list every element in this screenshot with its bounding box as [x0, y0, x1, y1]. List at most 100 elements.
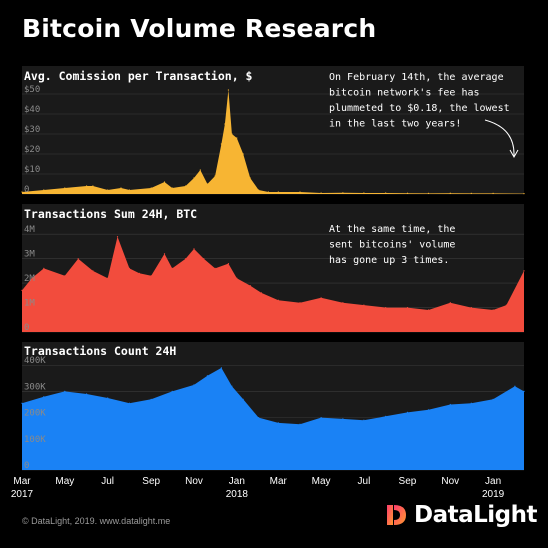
- sum-data-point: [449, 302, 451, 304]
- x-tick-label: Sep: [142, 476, 160, 487]
- sum-data-point: [128, 267, 130, 269]
- commission-annotation-line: bitcoin network's fee has: [329, 88, 480, 99]
- sum-data-point: [227, 263, 229, 265]
- sum-data-point: [163, 253, 166, 255]
- commission-data-point: [299, 191, 301, 193]
- commission-data-point: [171, 187, 173, 189]
- commission-y-tick-label: $50: [24, 85, 40, 95]
- commission-data-point: [128, 189, 130, 191]
- commission-data-point: [21, 191, 23, 193]
- commission-data-point: [185, 185, 187, 187]
- count-data-point: [385, 415, 387, 417]
- count-data-point: [171, 390, 173, 392]
- count-data-point: [107, 397, 109, 399]
- sum-data-point: [249, 285, 251, 287]
- count-data-point: [299, 423, 301, 425]
- x-tick-label: Sep: [399, 476, 417, 487]
- commission-y-tick-label: $30: [24, 125, 40, 135]
- commission-data-point: [107, 189, 109, 191]
- commission-y-tick-label: $10: [24, 165, 40, 175]
- count-data-point: [231, 385, 233, 387]
- datalight-logo-text: DataLight: [414, 502, 538, 528]
- sum-area: [22, 236, 524, 332]
- count-data-point: [470, 402, 472, 404]
- commission-data-point: [227, 89, 229, 91]
- count-data-point: [406, 411, 409, 413]
- commission-data-point: [449, 192, 451, 194]
- page-title: Bitcoin Volume Research: [22, 14, 377, 43]
- x-tick-label: May: [55, 476, 74, 487]
- sum-data-point: [406, 307, 409, 309]
- sum-data-point: [523, 270, 525, 272]
- sum-data-point: [43, 267, 45, 269]
- x-tick-year-label: 2017: [11, 489, 34, 500]
- sum-chart: 0 1M 2M 3M 4M Transactions Sum 24H, BTC: [21, 204, 525, 333]
- sum-y-tick-label: 3M: [24, 250, 35, 260]
- sum-data-point: [31, 277, 33, 279]
- commission-data-point: [199, 169, 201, 171]
- count-data-point: [21, 402, 23, 404]
- count-y-tick-label: 400K: [24, 356, 46, 366]
- sum-data-point: [92, 270, 94, 272]
- commission-data-point: [236, 137, 238, 139]
- sum-data-point: [427, 309, 430, 311]
- count-y-tick-label: 100K: [24, 435, 46, 445]
- commission-panel-background: [22, 66, 524, 194]
- sum-data-point: [77, 258, 79, 260]
- sum-y-tick-label: 1M: [24, 299, 35, 309]
- annotation-arrow: [484, 119, 515, 157]
- sum-data-point: [236, 277, 238, 279]
- sum-data-point: [363, 304, 365, 306]
- commission-data-point: [385, 192, 387, 194]
- sum-data-point: [138, 272, 140, 274]
- count-data-point: [128, 402, 130, 404]
- annotation-arrow-head: [509, 149, 519, 159]
- count-data-point: [492, 398, 494, 400]
- commission-data-point: [224, 123, 226, 125]
- count-area: [22, 367, 524, 470]
- sum-y-tick-label: 0: [24, 323, 29, 333]
- sum-data-point: [203, 258, 205, 260]
- footer-credit: © DataLight, 2019. www.datalight.me: [22, 516, 171, 526]
- sum-y-tick-label: 2M: [24, 274, 35, 284]
- sum-data-point: [21, 289, 23, 291]
- sum-data-point: [342, 302, 344, 304]
- commission-data-point: [427, 192, 430, 194]
- commission-data-point: [231, 133, 233, 135]
- sum-data-point: [214, 267, 216, 269]
- count-data-point: [193, 384, 195, 386]
- count-data-point: [150, 398, 152, 400]
- commission-annotation-line: plummeted to $0.18, the lowest: [329, 103, 510, 114]
- commission-annotation-line: in the last two years!: [329, 119, 461, 130]
- sum-data-point: [116, 236, 119, 238]
- x-tick-label: Nov: [441, 476, 459, 487]
- commission-data-point: [320, 192, 322, 194]
- x-tick-label: Jan: [229, 476, 245, 487]
- commission-data-point: [470, 192, 472, 194]
- count-data-point: [64, 390, 66, 392]
- commission-data-point: [86, 185, 88, 187]
- x-tick-label: Jan: [485, 476, 501, 487]
- sum-annotation-line: At the same time, the: [329, 224, 455, 235]
- commission-data-point: [92, 185, 94, 187]
- commission-chart: 0 $10 $20 $30 $40 $50 Avg. Comission per Trans…: [21, 66, 525, 195]
- x-tick-label: Mar: [13, 476, 31, 487]
- sum-data-point: [277, 299, 279, 301]
- datalight-logo: DataLight: [386, 502, 538, 528]
- sum-data-point: [171, 267, 173, 269]
- commission-data-point: [406, 192, 409, 194]
- commission-data-point: [342, 192, 344, 194]
- commission-y-tick-label: 0: [24, 185, 29, 195]
- commission-annotation-line: On February 14th, the average: [329, 72, 504, 83]
- sum-data-point: [260, 292, 262, 294]
- commission-data-point: [214, 175, 216, 177]
- commission-data-point: [523, 193, 525, 195]
- sum-annotation-line: has gone up 3 times.: [329, 255, 449, 266]
- sum-data-point: [505, 304, 507, 306]
- count-data-point: [277, 422, 279, 424]
- commission-chart-title: Avg. Comission per Transaction, $: [24, 69, 253, 83]
- count-y-tick-label: 200K: [24, 409, 46, 419]
- commission-data-point: [206, 183, 208, 185]
- commission-data-point: [120, 187, 122, 189]
- commission-y-tick-label: $20: [24, 145, 40, 155]
